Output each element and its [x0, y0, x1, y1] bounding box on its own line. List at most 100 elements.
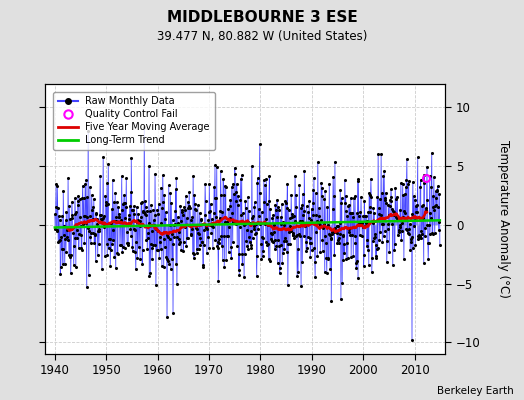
Point [304, 214, 313, 221]
Point [266, 258, 274, 264]
Point [92, 210, 101, 217]
Point [152, 247, 161, 253]
Point [88, 207, 96, 213]
Point [213, 245, 222, 252]
Point [339, 257, 347, 264]
Point [215, 236, 223, 242]
Point [54, 238, 62, 245]
Point [70, 235, 79, 242]
Point [146, 208, 154, 214]
Point [294, 223, 303, 229]
Point [115, 214, 123, 221]
Point [276, 270, 284, 276]
Point [209, 224, 217, 230]
Point [421, 225, 430, 232]
Point [361, 197, 369, 204]
Point [302, 203, 311, 210]
Point [299, 191, 307, 197]
Point [390, 247, 399, 253]
Point [205, 181, 214, 187]
Point [274, 237, 282, 243]
Point [130, 211, 139, 218]
Point [253, 180, 261, 186]
Point [152, 282, 160, 288]
Point [125, 212, 133, 218]
Point [249, 213, 257, 220]
Point [67, 212, 75, 218]
Point [325, 180, 334, 187]
Point [272, 243, 280, 249]
Point [421, 233, 429, 239]
Point [137, 200, 146, 206]
Point [119, 201, 127, 207]
Point [234, 202, 242, 208]
Point [320, 221, 328, 227]
Point [299, 212, 308, 219]
Point [379, 173, 387, 179]
Point [145, 220, 153, 226]
Point [397, 180, 405, 186]
Point [135, 218, 144, 225]
Point [416, 233, 424, 239]
Point [428, 150, 436, 156]
Point [279, 238, 288, 244]
Point [107, 247, 116, 254]
Point [433, 188, 441, 195]
Point [266, 206, 275, 212]
Point [235, 272, 244, 278]
Point [112, 265, 120, 271]
Point [372, 252, 380, 259]
Point [250, 226, 258, 233]
Point [407, 234, 416, 240]
Point [364, 246, 372, 253]
Point [417, 228, 425, 234]
Point [105, 236, 113, 242]
Point [257, 209, 266, 215]
Point [67, 252, 75, 258]
Point [250, 204, 258, 211]
Point [202, 223, 211, 230]
Point [430, 206, 439, 213]
Point [353, 178, 362, 184]
Point [363, 243, 371, 250]
Point [232, 221, 240, 228]
Point [407, 236, 415, 242]
Point [102, 199, 111, 205]
Point [357, 221, 366, 227]
Point [275, 243, 283, 249]
Point [264, 221, 272, 228]
Point [100, 224, 108, 230]
Point [103, 252, 112, 258]
Point [393, 194, 401, 200]
Point [384, 226, 392, 232]
Point [310, 245, 319, 252]
Point [200, 227, 209, 233]
Point [79, 221, 88, 228]
Point [294, 268, 302, 275]
Point [234, 266, 243, 273]
Point [192, 225, 200, 231]
Point [274, 260, 282, 266]
Point [387, 194, 396, 200]
Point [76, 196, 84, 202]
Point [73, 202, 82, 209]
Point [119, 200, 128, 206]
Point [225, 215, 234, 222]
Point [106, 263, 115, 269]
Point [391, 240, 399, 247]
Point [64, 175, 72, 182]
Point [289, 232, 298, 238]
Point [301, 222, 310, 228]
Point [153, 206, 161, 213]
Point [402, 177, 411, 184]
Point [83, 214, 92, 220]
Point [267, 231, 276, 237]
Point [187, 217, 195, 224]
Point [192, 207, 200, 213]
Point [263, 201, 271, 207]
Point [412, 208, 420, 215]
Point [218, 208, 226, 215]
Point [105, 245, 113, 252]
Point [212, 195, 220, 202]
Point [367, 176, 375, 182]
